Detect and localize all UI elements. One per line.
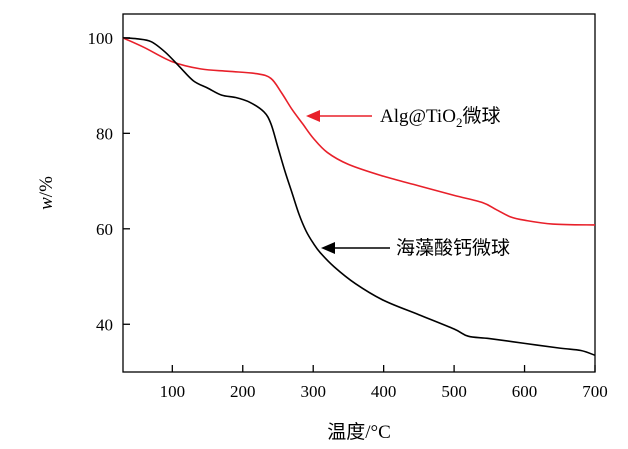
y-axis-title: w/% — [36, 176, 57, 210]
annotation-label-alg-tio2: Alg@TiO2微球 — [380, 105, 500, 130]
x-tick-label: 700 — [582, 382, 608, 401]
annotation-alg-tio2: Alg@TiO2微球 — [306, 105, 500, 130]
x-tick-label: 200 — [230, 382, 256, 401]
series-line-alg-tio2 — [122, 37, 596, 226]
annotation-calcium-alginate: 海藻酸钙微球 — [321, 237, 510, 259]
x-tick-label: 500 — [441, 382, 467, 401]
annotation-label-alg-tio2-main: Alg@TiO — [380, 106, 456, 127]
annotation-arrowhead-black — [321, 242, 335, 254]
series-line-calcium-alginate — [122, 37, 596, 357]
x-tick-label: 100 — [160, 382, 186, 401]
y-tick-label: 40 — [96, 315, 113, 334]
x-tick-label: 600 — [512, 382, 538, 401]
y-axis-title-main: w — [36, 197, 57, 210]
y-tick-label: 60 — [96, 220, 113, 239]
annotation-arrowhead-red — [306, 110, 320, 122]
annotation-label-calcium-alginate: 海藻酸钙微球 — [396, 237, 510, 259]
annotation-label-alg-tio2-sub: 2 — [456, 115, 463, 130]
axis-ticks: 100 200 300 400 500 600 700 40 60 80 100 — [88, 29, 608, 401]
x-axis-title: 温度/°C — [327, 421, 391, 443]
y-tick-label: 100 — [88, 29, 114, 48]
y-axis-title-unit: /% — [36, 176, 57, 197]
annotation-label-alg-tio2-suffix: 微球 — [462, 105, 500, 127]
x-tick-label: 300 — [300, 382, 326, 401]
series-layer — [122, 37, 596, 357]
plot-frame — [122, 13, 596, 373]
y-tick-label: 80 — [96, 124, 113, 143]
x-tick-label: 400 — [371, 382, 397, 401]
